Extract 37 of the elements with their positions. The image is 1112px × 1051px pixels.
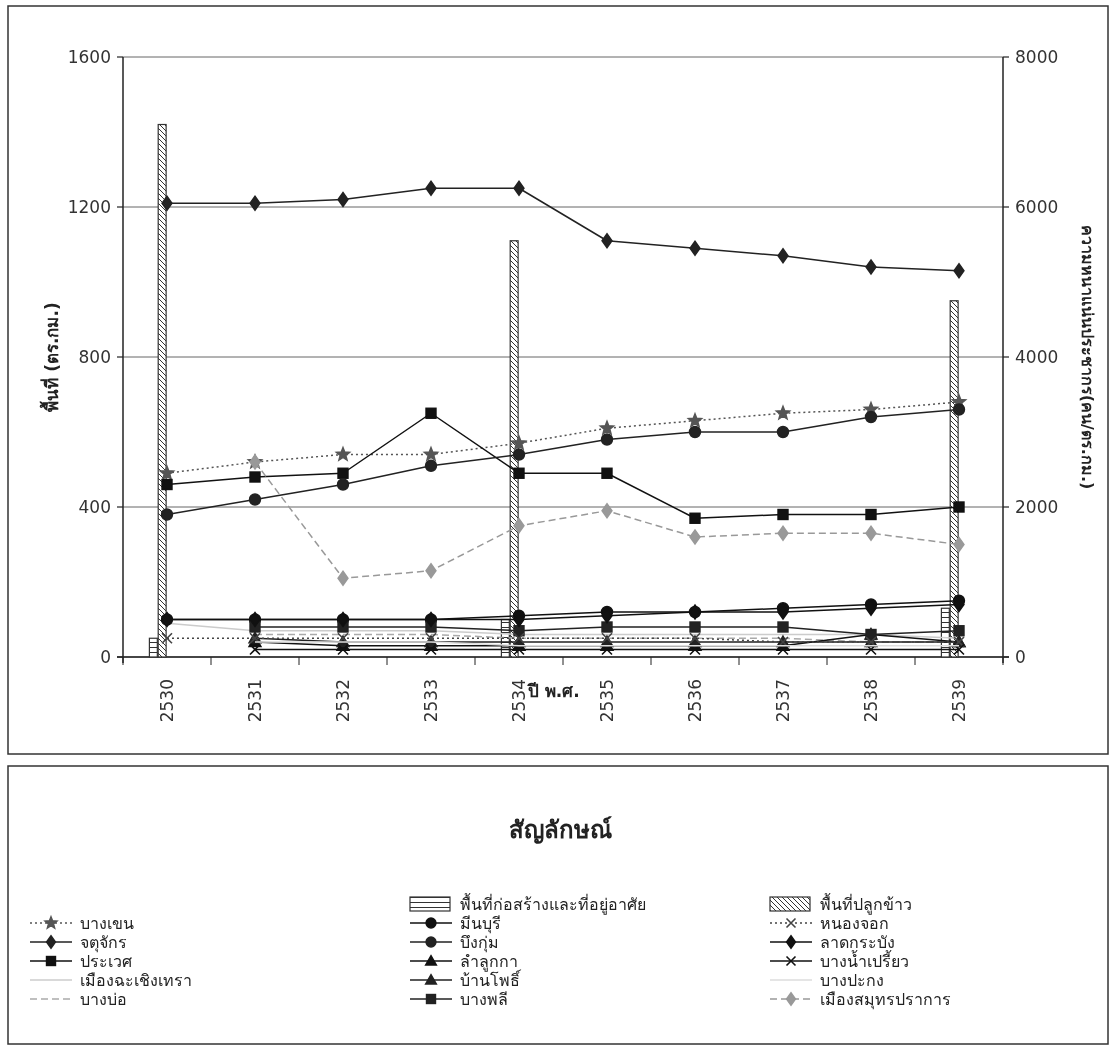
x-axis-title: ปี พ.ศ. [526, 681, 580, 701]
legend-label: เมืองสมุทรปราการ [820, 990, 951, 1010]
x-tick-label: 2536 [685, 679, 705, 723]
y2-tick-label: 6000 [1015, 197, 1059, 217]
x-tick-label: 2530 [157, 679, 177, 723]
y2-tick-label: 8000 [1015, 47, 1059, 67]
y2-tick-label: 2000 [1015, 497, 1059, 517]
y-tick-label: 400 [78, 497, 111, 517]
legend-label: จตุจักร [80, 933, 127, 953]
y-axis-title: พื้นที่ (ตร.กม.) [39, 302, 62, 412]
x-tick-label: 2531 [245, 679, 265, 723]
legend-label: พื้นที่ปลูกข้าว [820, 893, 912, 915]
y-tick-label: 1600 [67, 47, 111, 67]
y2-tick-label: 0 [1015, 647, 1026, 667]
x-tick-label: 2532 [333, 679, 353, 723]
x-tick-label: 2539 [949, 679, 969, 723]
legend-title: สัญลักษณ์ [508, 816, 612, 844]
legend-label: บึงกุ่ม [460, 933, 499, 953]
y-tick-label: 0 [100, 647, 111, 667]
legend-label: บางพลี [460, 990, 508, 1009]
legend-label: บางปะกง [820, 971, 884, 990]
legend-label: บางเขน [80, 914, 134, 933]
y2-tick-label: 4000 [1015, 347, 1059, 367]
legend-label: มีนบุรี [460, 914, 501, 934]
legend-label: ประเวศ [80, 952, 132, 971]
x-tick-label: 2538 [861, 679, 881, 723]
legend-label: บางบ่อ [80, 990, 127, 1009]
x-tick-label: 2535 [597, 679, 617, 723]
legend-label: พื้นที่ก่อสร้างและที่อยู่อาศัย [460, 893, 646, 915]
y2-axis-title: ความหนาแน่นประชากร(คน/ตร.กม.) [1078, 224, 1097, 490]
legend-label: หนองจอก [820, 914, 889, 933]
x-tick-label: 2537 [773, 679, 793, 723]
x-tick-label: 2533 [421, 679, 441, 723]
y-tick-label: 1200 [67, 197, 111, 217]
y-tick-label: 800 [78, 347, 111, 367]
legend-label: เมืองฉะเชิงเทรา [80, 971, 192, 990]
legend-label: บางน้ำเปรี้ยว [820, 950, 909, 971]
